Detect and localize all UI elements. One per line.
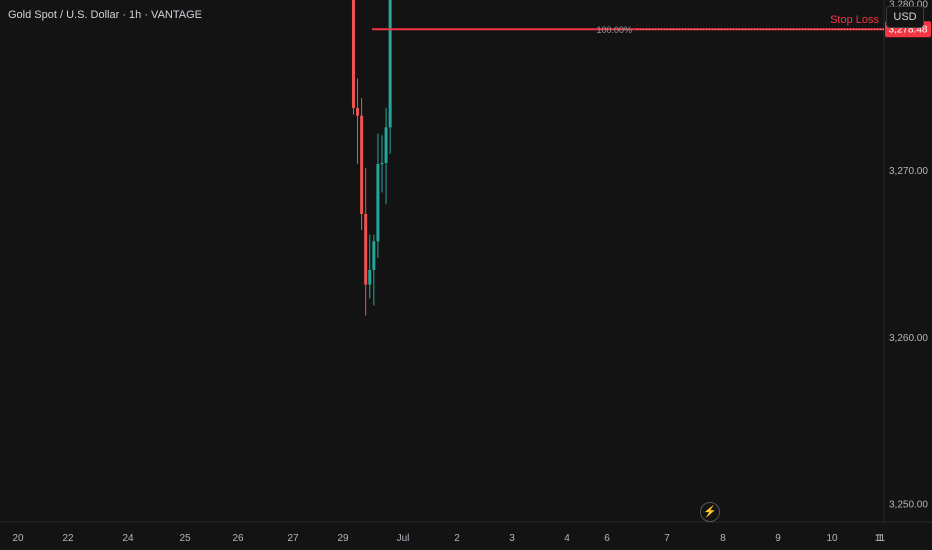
x-tick-label: 1 xyxy=(877,533,883,544)
x-tick-label: Jul xyxy=(397,533,410,544)
fib-100-label: 100.00% xyxy=(596,25,632,35)
x-tick-label: 27 xyxy=(287,533,299,544)
x-tick-label: 25 xyxy=(179,533,191,544)
y-tick-label: 3,250.00 xyxy=(889,500,928,511)
y-tick-label: 3,270.00 xyxy=(889,166,928,177)
x-tick-label: 20 xyxy=(12,533,24,544)
x-tick-label: 29 xyxy=(337,533,349,544)
x-tick-label: 2 xyxy=(454,533,460,544)
y-tick-label: 3,260.00 xyxy=(889,333,928,344)
symbol-title: Gold Spot / U.S. Dollar · 1h · VANTAGE xyxy=(8,9,202,21)
candles-group xyxy=(351,0,392,316)
candle-body xyxy=(380,163,384,165)
x-tick-label: 4 xyxy=(564,533,570,544)
y-tick-label: 3,280.00 xyxy=(889,0,928,10)
stop-loss-label: Stop Loss xyxy=(830,14,879,26)
candle-body xyxy=(376,164,380,242)
x-tick-label: 11 xyxy=(875,533,886,544)
candle-body xyxy=(372,241,376,270)
candle-body xyxy=(360,115,364,214)
lightning-icon[interactable]: ⚡ xyxy=(700,502,720,522)
x-tick-label: 6 xyxy=(604,533,610,544)
candle-body xyxy=(364,213,368,285)
x-tick-label: 24 xyxy=(122,533,134,544)
x-tick-label: 7 xyxy=(664,533,670,544)
candle-body xyxy=(356,107,360,116)
x-tick-label: 10 xyxy=(826,533,838,544)
x-tick-label: 26 xyxy=(232,533,244,544)
x-tick-label: 9 xyxy=(775,533,781,544)
candle-body xyxy=(368,269,372,285)
stop-loss-price-tag: 3,278.48 xyxy=(889,25,928,36)
candle-body xyxy=(388,0,392,128)
x-tick-label: 3 xyxy=(509,533,515,544)
candle-body xyxy=(351,0,355,108)
currency-button[interactable]: USD xyxy=(886,6,924,28)
x-tick-label: 22 xyxy=(62,533,74,544)
x-tick-label: 8 xyxy=(720,533,726,544)
candle-body xyxy=(384,127,388,164)
